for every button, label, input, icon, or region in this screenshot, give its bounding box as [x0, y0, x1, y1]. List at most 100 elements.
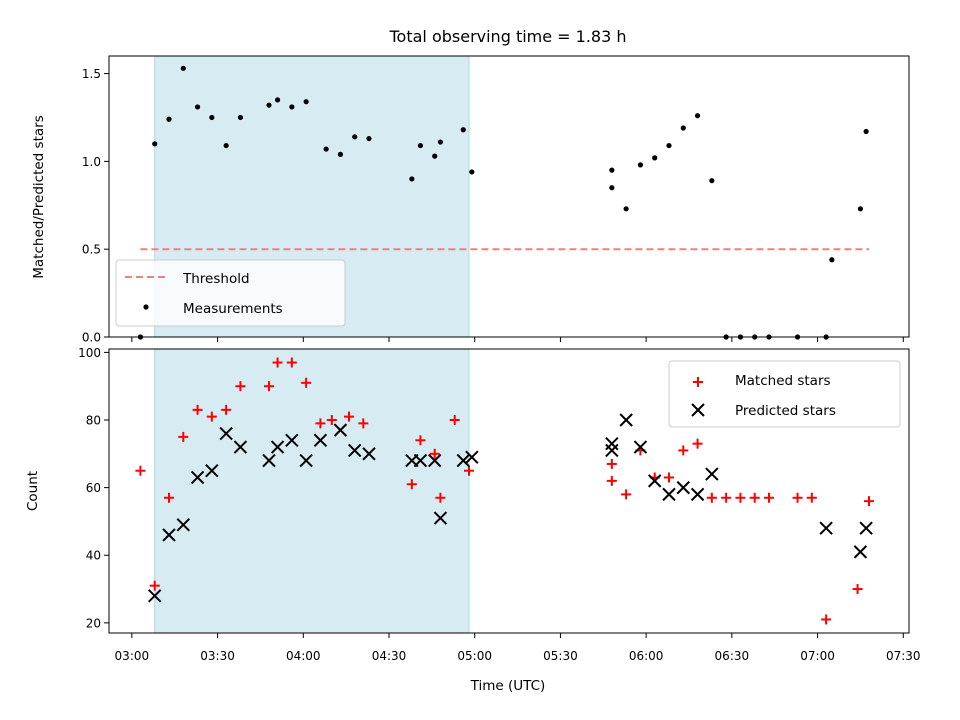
- bottom-ytick-label: 40: [86, 549, 101, 563]
- predicted-star-point: [205, 464, 219, 478]
- predicted-star-point: [262, 453, 276, 468]
- matched-star-point: [721, 492, 732, 503]
- measurement-point: [209, 114, 215, 121]
- top-ytick-label: 0.0: [82, 331, 101, 345]
- matched-star-point: [435, 492, 446, 503]
- legend-predicted-swatch: [691, 403, 705, 417]
- measurement-point: [152, 141, 158, 147]
- matched-star-point: [706, 492, 717, 503]
- top-ytick-label: 0.5: [82, 243, 101, 257]
- bottom-ytick-label: 20: [86, 616, 101, 630]
- matched-star-point: [326, 415, 337, 425]
- matched-star-point: [344, 411, 354, 422]
- top-legend: Threshold Measurements: [115, 259, 346, 327]
- predicted-star-point: [662, 487, 676, 502]
- predicted-star-point: [285, 433, 299, 447]
- bottom-xtick-label: 03:30: [200, 649, 235, 663]
- matched-star-point: [301, 377, 312, 388]
- bottom-xtick-label: 07:30: [886, 649, 921, 663]
- bottom-ytick-label: 80: [86, 414, 101, 428]
- measurement-point: [623, 206, 629, 212]
- measurement-point: [194, 104, 201, 110]
- predicted-star-point: [219, 426, 233, 441]
- bottom-xtick-label: 03:00: [115, 649, 150, 663]
- measurement-point: [274, 97, 281, 103]
- bottom-ytick-label: 60: [86, 481, 101, 495]
- top-ytick-label: 1.5: [82, 67, 101, 81]
- matched-star-point: [272, 357, 283, 368]
- measurement-point: [709, 178, 715, 184]
- matched-star-point: [606, 458, 617, 469]
- predicted-star-point: [176, 518, 190, 532]
- matched-star-point: [264, 381, 274, 392]
- predicted-star-point: [299, 453, 313, 468]
- bottom-axes-frame: [108, 348, 910, 634]
- measurement-point: [417, 142, 424, 149]
- measurement-point: [223, 142, 229, 149]
- predicted-star-point: [456, 453, 470, 468]
- measurement-point: [666, 142, 672, 149]
- matched-star-point: [749, 492, 760, 503]
- bottom-panel: 20 40 60 80 100 03:00 03:30 04:00 04:30 05:00 05:…: [25, 346, 921, 694]
- bottom-xtick-label: 07:00: [800, 649, 835, 663]
- predicted-star-point: [190, 470, 205, 485]
- measurement-point: [289, 104, 295, 110]
- top-legend-box: [115, 259, 346, 327]
- predicted-star-point: [333, 423, 348, 437]
- bottom-xtick-label: 05:30: [543, 649, 578, 663]
- matched-star-point: [864, 496, 874, 507]
- predicted-star-point: [362, 447, 376, 461]
- predicted-star-point: [148, 589, 162, 603]
- measurement-point: [469, 169, 475, 175]
- matched-star-point: [358, 418, 369, 429]
- measurement-point: [829, 257, 835, 263]
- measurement-point: [863, 128, 869, 135]
- matched-star-point: [415, 435, 426, 446]
- legend-measurements-label: Measurements: [183, 301, 283, 317]
- matched-star-point: [735, 492, 746, 503]
- measurement-point: [652, 155, 658, 161]
- predicted-star-point: [162, 528, 176, 542]
- matched-star-point: [449, 415, 460, 425]
- predicted-star-point: [853, 545, 868, 559]
- matched-star-point: [429, 448, 440, 459]
- measurement-point: [680, 125, 686, 131]
- predicted-star-point: [648, 474, 662, 488]
- predicted-star-point: [619, 413, 633, 427]
- predicted-star-point: [605, 443, 619, 458]
- predicted-star-point: [433, 511, 448, 525]
- matched-star-point: [664, 472, 674, 483]
- predicted-star-point: [233, 440, 248, 454]
- matched-star-point: [852, 584, 863, 595]
- predicted-star-point: [313, 433, 328, 447]
- matched-star-point: [806, 492, 817, 503]
- measurement-point: [266, 102, 272, 108]
- predicted-star-point: [348, 443, 362, 458]
- matched-star-point: [678, 445, 689, 456]
- measurement-point: [694, 113, 701, 119]
- measurement-point: [609, 185, 615, 191]
- measurement-point: [460, 127, 466, 133]
- measurement-point: [352, 134, 358, 140]
- matched-star-point: [178, 431, 189, 442]
- predicted-star-point: [428, 453, 442, 468]
- measurement-point: [323, 146, 329, 152]
- measurement-point: [337, 151, 344, 157]
- matched-star-point: [606, 475, 617, 486]
- measurement-point: [303, 99, 309, 105]
- top-ytick-label: 1.0: [82, 155, 101, 169]
- matched-star-point: [192, 404, 203, 415]
- bottom-legend-box: [668, 360, 901, 428]
- matched-star-point: [149, 580, 160, 591]
- legend-matched-swatch: [693, 377, 703, 387]
- legend-predicted-label: Predicted stars: [735, 403, 836, 419]
- matched-star-point: [135, 465, 146, 476]
- matched-star-point: [764, 492, 774, 503]
- bottom-legend: Matched stars Predicted stars: [668, 360, 901, 428]
- measurement-point: [857, 206, 864, 212]
- predicted-star-point: [819, 521, 833, 535]
- matched-star-point: [621, 489, 632, 500]
- bottom-xtick-label: 06:00: [629, 649, 664, 663]
- matched-star-point: [692, 438, 703, 449]
- top-panel: Total observing time = 1.83 h 0.0 0.5 1.0 1…: [31, 27, 910, 345]
